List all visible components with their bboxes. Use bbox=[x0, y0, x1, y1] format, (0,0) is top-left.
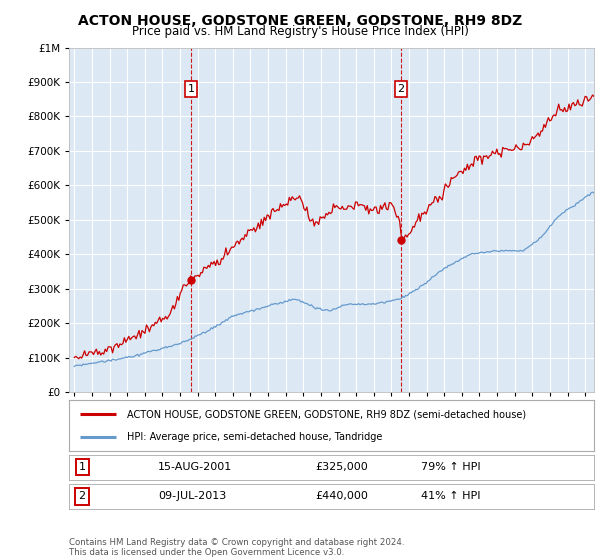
Text: ACTON HOUSE, GODSTONE GREEN, GODSTONE, RH9 8DZ: ACTON HOUSE, GODSTONE GREEN, GODSTONE, R… bbox=[78, 14, 522, 28]
Text: £325,000: £325,000 bbox=[316, 463, 368, 472]
Text: £440,000: £440,000 bbox=[316, 492, 368, 501]
Text: 2: 2 bbox=[397, 84, 404, 94]
Text: 41% ↑ HPI: 41% ↑ HPI bbox=[421, 492, 480, 501]
Text: 1: 1 bbox=[188, 84, 194, 94]
Text: 1: 1 bbox=[79, 463, 86, 472]
Text: HPI: Average price, semi-detached house, Tandridge: HPI: Average price, semi-detached house,… bbox=[127, 432, 382, 442]
Text: ACTON HOUSE, GODSTONE GREEN, GODSTONE, RH9 8DZ (semi-detached house): ACTON HOUSE, GODSTONE GREEN, GODSTONE, R… bbox=[127, 409, 526, 419]
Text: 79% ↑ HPI: 79% ↑ HPI bbox=[421, 463, 481, 472]
Text: Contains HM Land Registry data © Crown copyright and database right 2024.
This d: Contains HM Land Registry data © Crown c… bbox=[69, 538, 404, 557]
Text: 09-JUL-2013: 09-JUL-2013 bbox=[158, 492, 227, 501]
Text: 15-AUG-2001: 15-AUG-2001 bbox=[158, 463, 233, 472]
Text: 2: 2 bbox=[79, 492, 86, 501]
Text: Price paid vs. HM Land Registry's House Price Index (HPI): Price paid vs. HM Land Registry's House … bbox=[131, 25, 469, 38]
